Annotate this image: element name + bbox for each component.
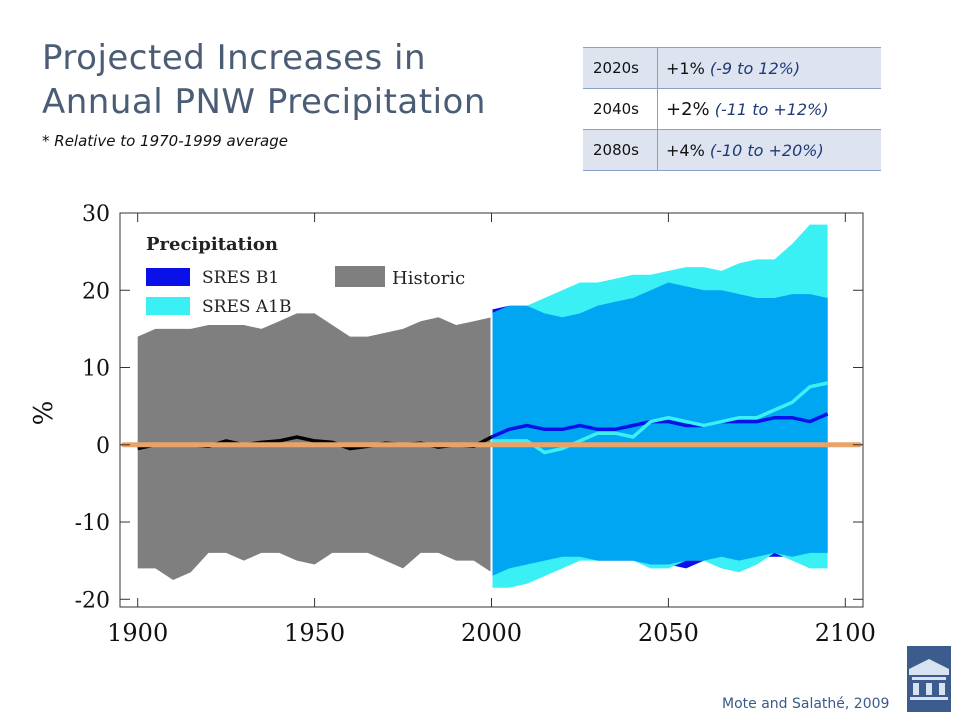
y-tick-label: -20 xyxy=(75,588,110,613)
x-tick-label: 2100 xyxy=(815,619,876,647)
logo-pillar xyxy=(913,683,919,695)
logo-roof xyxy=(909,659,949,675)
slide-title-line-2: Annual PNW Precipitation xyxy=(42,82,486,122)
x-tick-label: 2050 xyxy=(638,619,699,647)
x-tick-label: 2000 xyxy=(461,619,522,647)
slide-subtitle: * Relative to 1970-1999 average xyxy=(42,132,288,150)
legend-title: Precipitation xyxy=(146,234,278,255)
period-cell: 2080s xyxy=(583,129,658,171)
change-value: +1% xyxy=(666,58,705,78)
table-row: 2080s +4% (-10 to +20%) xyxy=(583,129,881,171)
change-value: +2% xyxy=(666,98,710,120)
slide-title: Projected Increases in Annual PNW Precip… xyxy=(42,36,562,124)
sres-a1b-mean-line xyxy=(491,381,828,455)
change-value: +4% xyxy=(666,140,705,160)
legend-swatch-a1b xyxy=(146,297,190,315)
projection-table: 2020s +1% (-9 to 12%) 2040s +2% (-11 to … xyxy=(583,47,881,171)
change-range: (-10 to +20%) xyxy=(709,140,824,160)
band-layer xyxy=(137,224,828,588)
table-row: 2040s +2% (-11 to +12%) xyxy=(583,88,881,130)
source-credit: Mote and Salathé, 2009 xyxy=(722,696,890,712)
legend-swatch-b1 xyxy=(146,268,190,286)
legend-label-b1: SRES B1 xyxy=(202,268,279,288)
change-cell: +4% (-10 to +20%) xyxy=(657,129,881,171)
x-tick-label: 1900 xyxy=(107,619,168,647)
change-range: (-9 to 12%) xyxy=(709,58,801,78)
logo-pillar xyxy=(939,683,945,695)
axis-layer: 1900 1950 2000 2050 2100 30 20 10 0 -10 -20 xyxy=(75,202,876,647)
sres-b1-mean-line xyxy=(490,412,829,439)
climate-impacts-group-logo xyxy=(907,646,951,712)
logo-band xyxy=(912,677,946,680)
logo-base xyxy=(910,697,948,700)
logo-pillar xyxy=(926,683,932,695)
legend-label-a1b: SRES A1B xyxy=(202,297,292,317)
y-tick-label: 0 xyxy=(96,434,110,459)
chart-legend: Precipitation SRES B1 SRES A1B Historic xyxy=(146,234,465,317)
period-cell: 2020s xyxy=(583,47,658,89)
scenario-overlap-band xyxy=(491,282,828,577)
y-tick-label: 30 xyxy=(82,202,110,227)
slide-title-line-1: Projected Increases in xyxy=(42,38,427,78)
y-axis-label: % xyxy=(29,401,59,426)
y-tick-label: 10 xyxy=(82,357,110,382)
period-cell: 2040s xyxy=(583,88,658,130)
legend-swatch-historic xyxy=(335,266,385,287)
change-cell: +2% (-11 to +12%) xyxy=(657,88,881,130)
x-tick-label: 1950 xyxy=(284,619,345,647)
change-range: (-11 to +12%) xyxy=(714,99,829,119)
change-cell: +1% (-9 to 12%) xyxy=(657,47,881,89)
y-tick-label: -10 xyxy=(75,511,110,536)
y-tick-label: 20 xyxy=(82,279,110,304)
table-row: 2020s +1% (-9 to 12%) xyxy=(583,47,881,89)
legend-label-historic: Historic xyxy=(392,268,465,289)
